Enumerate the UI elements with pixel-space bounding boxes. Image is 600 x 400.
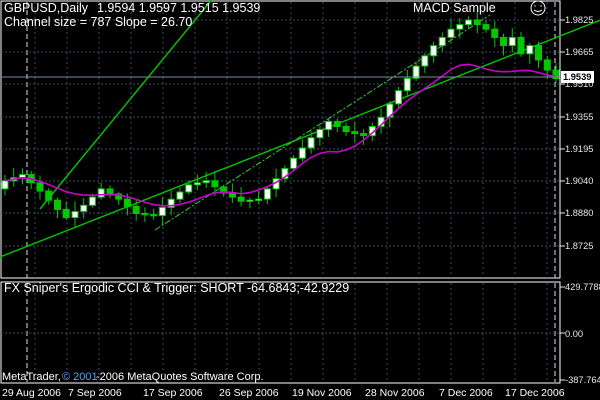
svg-text:1.9665: 1.9665	[565, 47, 593, 57]
svg-text:7 Sep 2006: 7 Sep 2006	[68, 387, 122, 399]
svg-text:17 Dec 2006: 17 Dec 2006	[505, 387, 565, 399]
svg-text:28 Nov 2006: 28 Nov 2006	[365, 387, 425, 399]
svg-text:1.9594 1.9597 1.9515 1.9539: 1.9594 1.9597 1.9515 1.9539	[97, 1, 260, 15]
svg-text:1.9825: 1.9825	[565, 15, 593, 25]
svg-text:429.7788: 429.7788	[565, 282, 600, 292]
svg-text:-387.764: -387.764	[565, 375, 600, 385]
svg-text:17 Sep 2006: 17 Sep 2006	[143, 387, 203, 399]
svg-text:1.8725: 1.8725	[565, 241, 593, 251]
svg-text:19 Nov 2006: 19 Nov 2006	[292, 387, 352, 399]
svg-text:7 Dec 2006: 7 Dec 2006	[439, 387, 493, 399]
svg-text:MACD Sample: MACD Sample	[413, 1, 496, 15]
svg-text:MetaTrader,: MetaTrader,	[2, 371, 61, 383]
svg-text:GBPUSD,Daily: GBPUSD,Daily	[4, 1, 89, 15]
svg-text:1.9040: 1.9040	[565, 176, 593, 186]
svg-text:0.00: 0.00	[565, 329, 583, 339]
svg-text:-2006 MetaQuotes Software Corp: -2006 MetaQuotes Software Corp.	[96, 371, 264, 383]
svg-text:1.9539: 1.9539	[563, 72, 591, 82]
svg-text:1.9355: 1.9355	[565, 112, 593, 122]
svg-text:1.9195: 1.9195	[565, 144, 593, 154]
svg-text:29 Aug 2006: 29 Aug 2006	[2, 387, 61, 399]
svg-text:© 2001: © 2001	[62, 371, 98, 383]
svg-text:1.8880: 1.8880	[565, 208, 593, 218]
svg-text:26 Sep 2006: 26 Sep 2006	[219, 387, 279, 399]
svg-text:FX Sniper's Ergodic CCI & Trig: FX Sniper's Ergodic CCI & Trigger: SHORT…	[4, 281, 349, 295]
svg-text:Channel size = 787 Slope = 26.: Channel size = 787 Slope = 26.70	[4, 15, 192, 29]
